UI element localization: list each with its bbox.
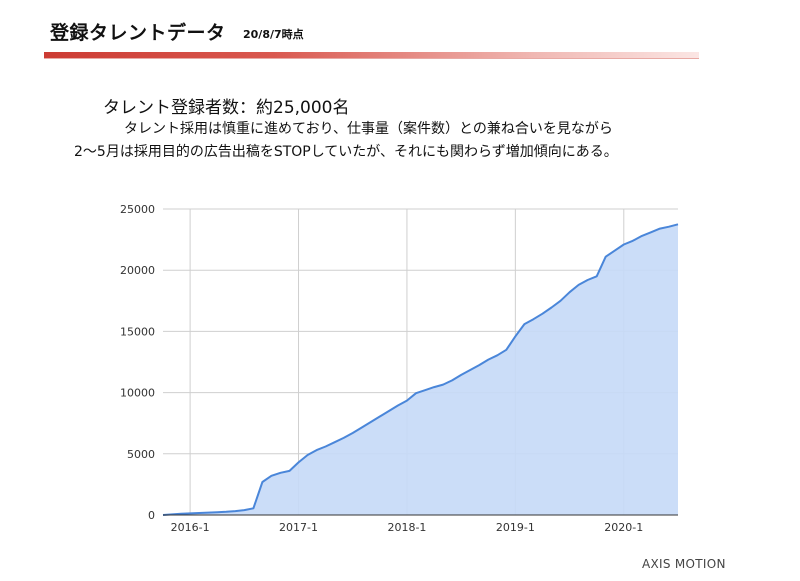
title-underline xyxy=(44,52,699,59)
y-tick-label: 20000 xyxy=(120,264,155,277)
series-line xyxy=(162,223,679,516)
series-area xyxy=(163,224,678,516)
page-title: 登録タレントデータ xyxy=(50,22,226,44)
x-tick-label: 2018-1 xyxy=(387,521,426,534)
description-line-1: タレント採用は慎重に進めており、仕事量（案件数）との兼ね合いを見ながら xyxy=(124,121,613,137)
y-tick-label: 5000 xyxy=(127,448,155,461)
x-tick-label: 2016-1 xyxy=(171,521,210,534)
talent-count-headline: タレント登録者数：約25,000名 xyxy=(103,98,350,118)
y-tick-label: 0 xyxy=(148,509,155,522)
y-tick-label: 15000 xyxy=(120,325,155,338)
as-of-date: 20/8/7時点 xyxy=(243,28,304,41)
company-logo: AXIS MOTION xyxy=(642,557,726,571)
y-tick-label: 10000 xyxy=(120,387,155,400)
x-tick-label: 2019-1 xyxy=(496,521,535,534)
title-underline-edge xyxy=(44,58,699,59)
y-tick-label: 25000 xyxy=(120,203,155,216)
x-tick-label: 2020-1 xyxy=(604,521,643,534)
description-line-2: 2～5月は採用目的の広告出稿をSTOPしていたが、それにも関わらず増加傾向にある… xyxy=(74,144,618,160)
x-tick-label: 2017-1 xyxy=(279,521,318,534)
